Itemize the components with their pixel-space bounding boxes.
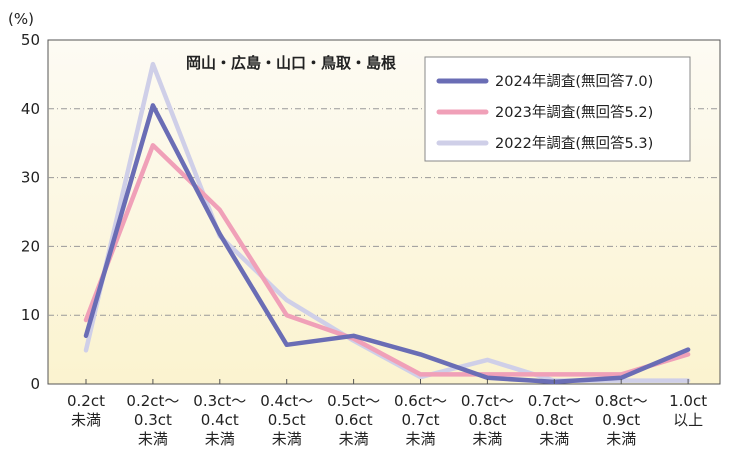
x-tick-label: 0.3ct〜 0.4ct 未満 [193, 392, 246, 448]
series-lines [83, 61, 691, 385]
series-line [83, 143, 691, 377]
legend-label: 2024年調査(無回答7.0) [495, 73, 653, 90]
legend-label: 2022年調査(無回答5.3) [495, 135, 653, 152]
y-tick-label: 40 [21, 100, 40, 118]
legend-label: 2023年調査(無回答5.2) [495, 104, 653, 121]
x-tick-label: 0.6ct〜 0.7ct 未満 [394, 392, 447, 448]
y-tick-label: 0 [30, 375, 40, 393]
x-tick-label: 1.0ct 以上 [669, 392, 707, 429]
series-line [83, 103, 691, 385]
x-tick-label: 0.7ct〜 0.8ct 未満 [528, 392, 581, 448]
x-axis-labels: 0.2ct 未満 0.2ct〜 0.3ct 未満 0.3ct〜 0.4ct 未満 0.4ct〜 0… [67, 379, 707, 448]
x-tick-label: 0.7ct〜 0.8ct 未満 [461, 392, 514, 448]
y-axis-unit: (%) [8, 10, 34, 28]
legend: 2024年調査(無回答7.0) 2023年調査(無回答5.2) 2022年調査(無回… [424, 56, 691, 162]
x-tick-label: 0.2ct〜 0.3ct 未満 [126, 392, 179, 448]
x-tick-label: 0.4ct〜 0.5ct 未満 [260, 392, 313, 448]
y-tick-label: 10 [21, 306, 40, 324]
x-tick-label: 0.8ct〜 0.9ct 未満 [595, 392, 648, 448]
x-tick-label: 0.5ct〜 0.6ct 未満 [327, 392, 380, 448]
y-tick-label: 30 [21, 169, 40, 187]
chart-annotation: 岡山・広島・山口・鳥取・島根 [186, 54, 396, 72]
y-tick-label: 20 [21, 237, 40, 255]
y-axis-ticks: 0 10 20 30 40 50 [21, 31, 40, 393]
y-tick-label: 50 [21, 31, 40, 49]
x-tick-label: 0.2ct 未満 [67, 392, 105, 429]
